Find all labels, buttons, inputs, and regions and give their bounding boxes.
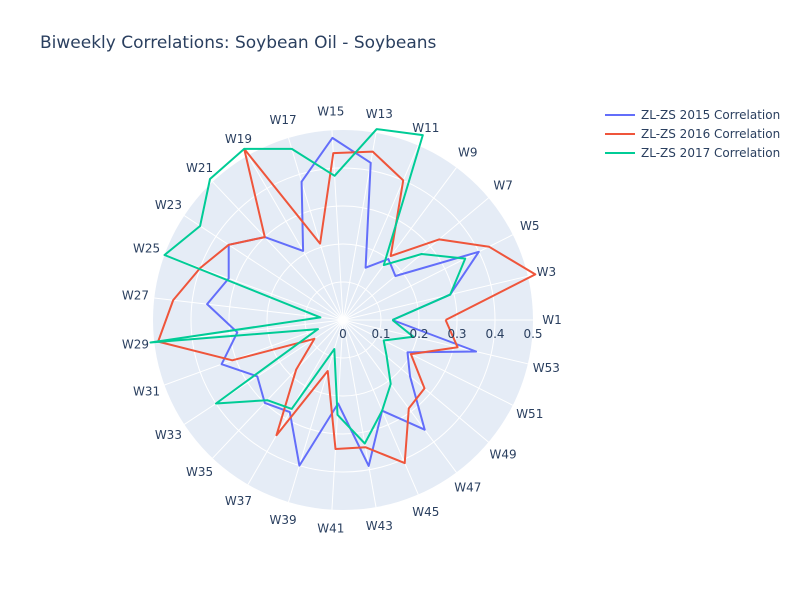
angular-gridline xyxy=(342,319,377,508)
series-layer xyxy=(149,128,537,467)
radial-tick-label: 0.4 xyxy=(485,327,504,341)
angular-tick-label: W39 xyxy=(269,513,296,527)
angular-tick-label: W27 xyxy=(122,289,149,303)
angular-tick-label: W11 xyxy=(412,121,439,135)
angular-tick-label: W5 xyxy=(520,219,540,233)
angular-tick-label: W45 xyxy=(412,505,439,519)
angular-tick-label: W23 xyxy=(155,198,182,212)
angular-tick-label: W29 xyxy=(122,337,149,351)
legend-label: ZL-ZS 2017 Correlation xyxy=(641,145,781,160)
legend-swatch xyxy=(605,113,635,116)
radial-tick-label: 0.2 xyxy=(409,327,428,341)
angular-gridline xyxy=(154,297,344,321)
angular-gridline xyxy=(183,319,344,425)
legend-item[interactable]: ZL-ZS 2017 Correlation xyxy=(605,143,780,162)
radial-tick-label: 0.1 xyxy=(371,327,390,341)
angular-tick-label: W1 xyxy=(542,313,562,327)
angular-tick-label: W35 xyxy=(186,465,213,479)
legend-item[interactable]: ZL-ZS 2015 Correlation xyxy=(605,105,780,124)
radial-tick-label: 0.5 xyxy=(523,327,542,341)
angular-tick-label: W3 xyxy=(537,265,557,279)
series-line xyxy=(149,128,467,445)
angular-tick-label: W15 xyxy=(317,104,344,118)
angular-tick-label: W37 xyxy=(225,494,252,508)
angular-tick-label: W41 xyxy=(317,522,344,536)
angular-tick-label: W43 xyxy=(366,519,393,533)
angular-gridline xyxy=(342,319,514,406)
angular-gridline xyxy=(212,319,344,459)
angular-tick-label: W51 xyxy=(516,407,543,421)
radial-tick-label: 0 xyxy=(339,327,347,341)
angular-gridline xyxy=(342,234,514,321)
series-line xyxy=(206,136,480,467)
angular-tick-label: W13 xyxy=(366,107,393,121)
axis-labels: W1 W3 W5 W7 W9 W11 W13 W15 W17 W19 W21 W23 W25 W27 W29… xyxy=(122,104,562,535)
angular-tick-label: W9 xyxy=(458,145,478,159)
angular-gridline xyxy=(342,319,528,365)
legend-swatch xyxy=(605,132,635,135)
angular-gridline xyxy=(342,145,419,321)
angular-gridline xyxy=(288,137,344,321)
angular-tick-label: W17 xyxy=(269,113,296,127)
angular-gridline xyxy=(342,167,457,321)
angular-gridline xyxy=(342,275,528,321)
legend-swatch xyxy=(605,151,635,154)
angular-tick-label: W19 xyxy=(225,132,252,146)
legend-label: ZL-ZS 2015 Correlation xyxy=(641,107,781,122)
radial-tick-label: 0.3 xyxy=(447,327,466,341)
angular-tick-label: W49 xyxy=(490,447,517,461)
angular-gridline xyxy=(342,319,489,443)
angular-tick-label: W53 xyxy=(533,361,560,375)
angular-tick-label: W21 xyxy=(186,161,213,175)
legend-label: ZL-ZS 2016 Correlation xyxy=(641,126,781,141)
angular-tick-label: W33 xyxy=(155,428,182,442)
angular-gridline xyxy=(247,155,344,321)
angular-gridline xyxy=(183,215,344,321)
angular-tick-label: W47 xyxy=(454,481,481,495)
angular-tick-label: W7 xyxy=(493,179,513,193)
angular-gridline xyxy=(212,181,344,321)
angular-gridline xyxy=(331,130,344,321)
angular-gridline xyxy=(154,319,344,343)
angular-tick-label: W31 xyxy=(133,384,160,398)
legend-item[interactable]: ZL-ZS 2016 Correlation xyxy=(605,124,780,143)
angular-gridline xyxy=(342,197,489,321)
angular-gridline xyxy=(342,319,419,495)
chart-title: Biweekly Correlations: Soybean Oil - Soy… xyxy=(40,33,437,53)
legend: ZL-ZS 2015 Correlation ZL-ZS 2016 Correla… xyxy=(605,105,780,162)
angular-gridline xyxy=(342,319,457,473)
polar-grid xyxy=(154,130,533,510)
angular-gridline xyxy=(164,319,344,386)
angular-tick-label: W25 xyxy=(133,242,160,256)
